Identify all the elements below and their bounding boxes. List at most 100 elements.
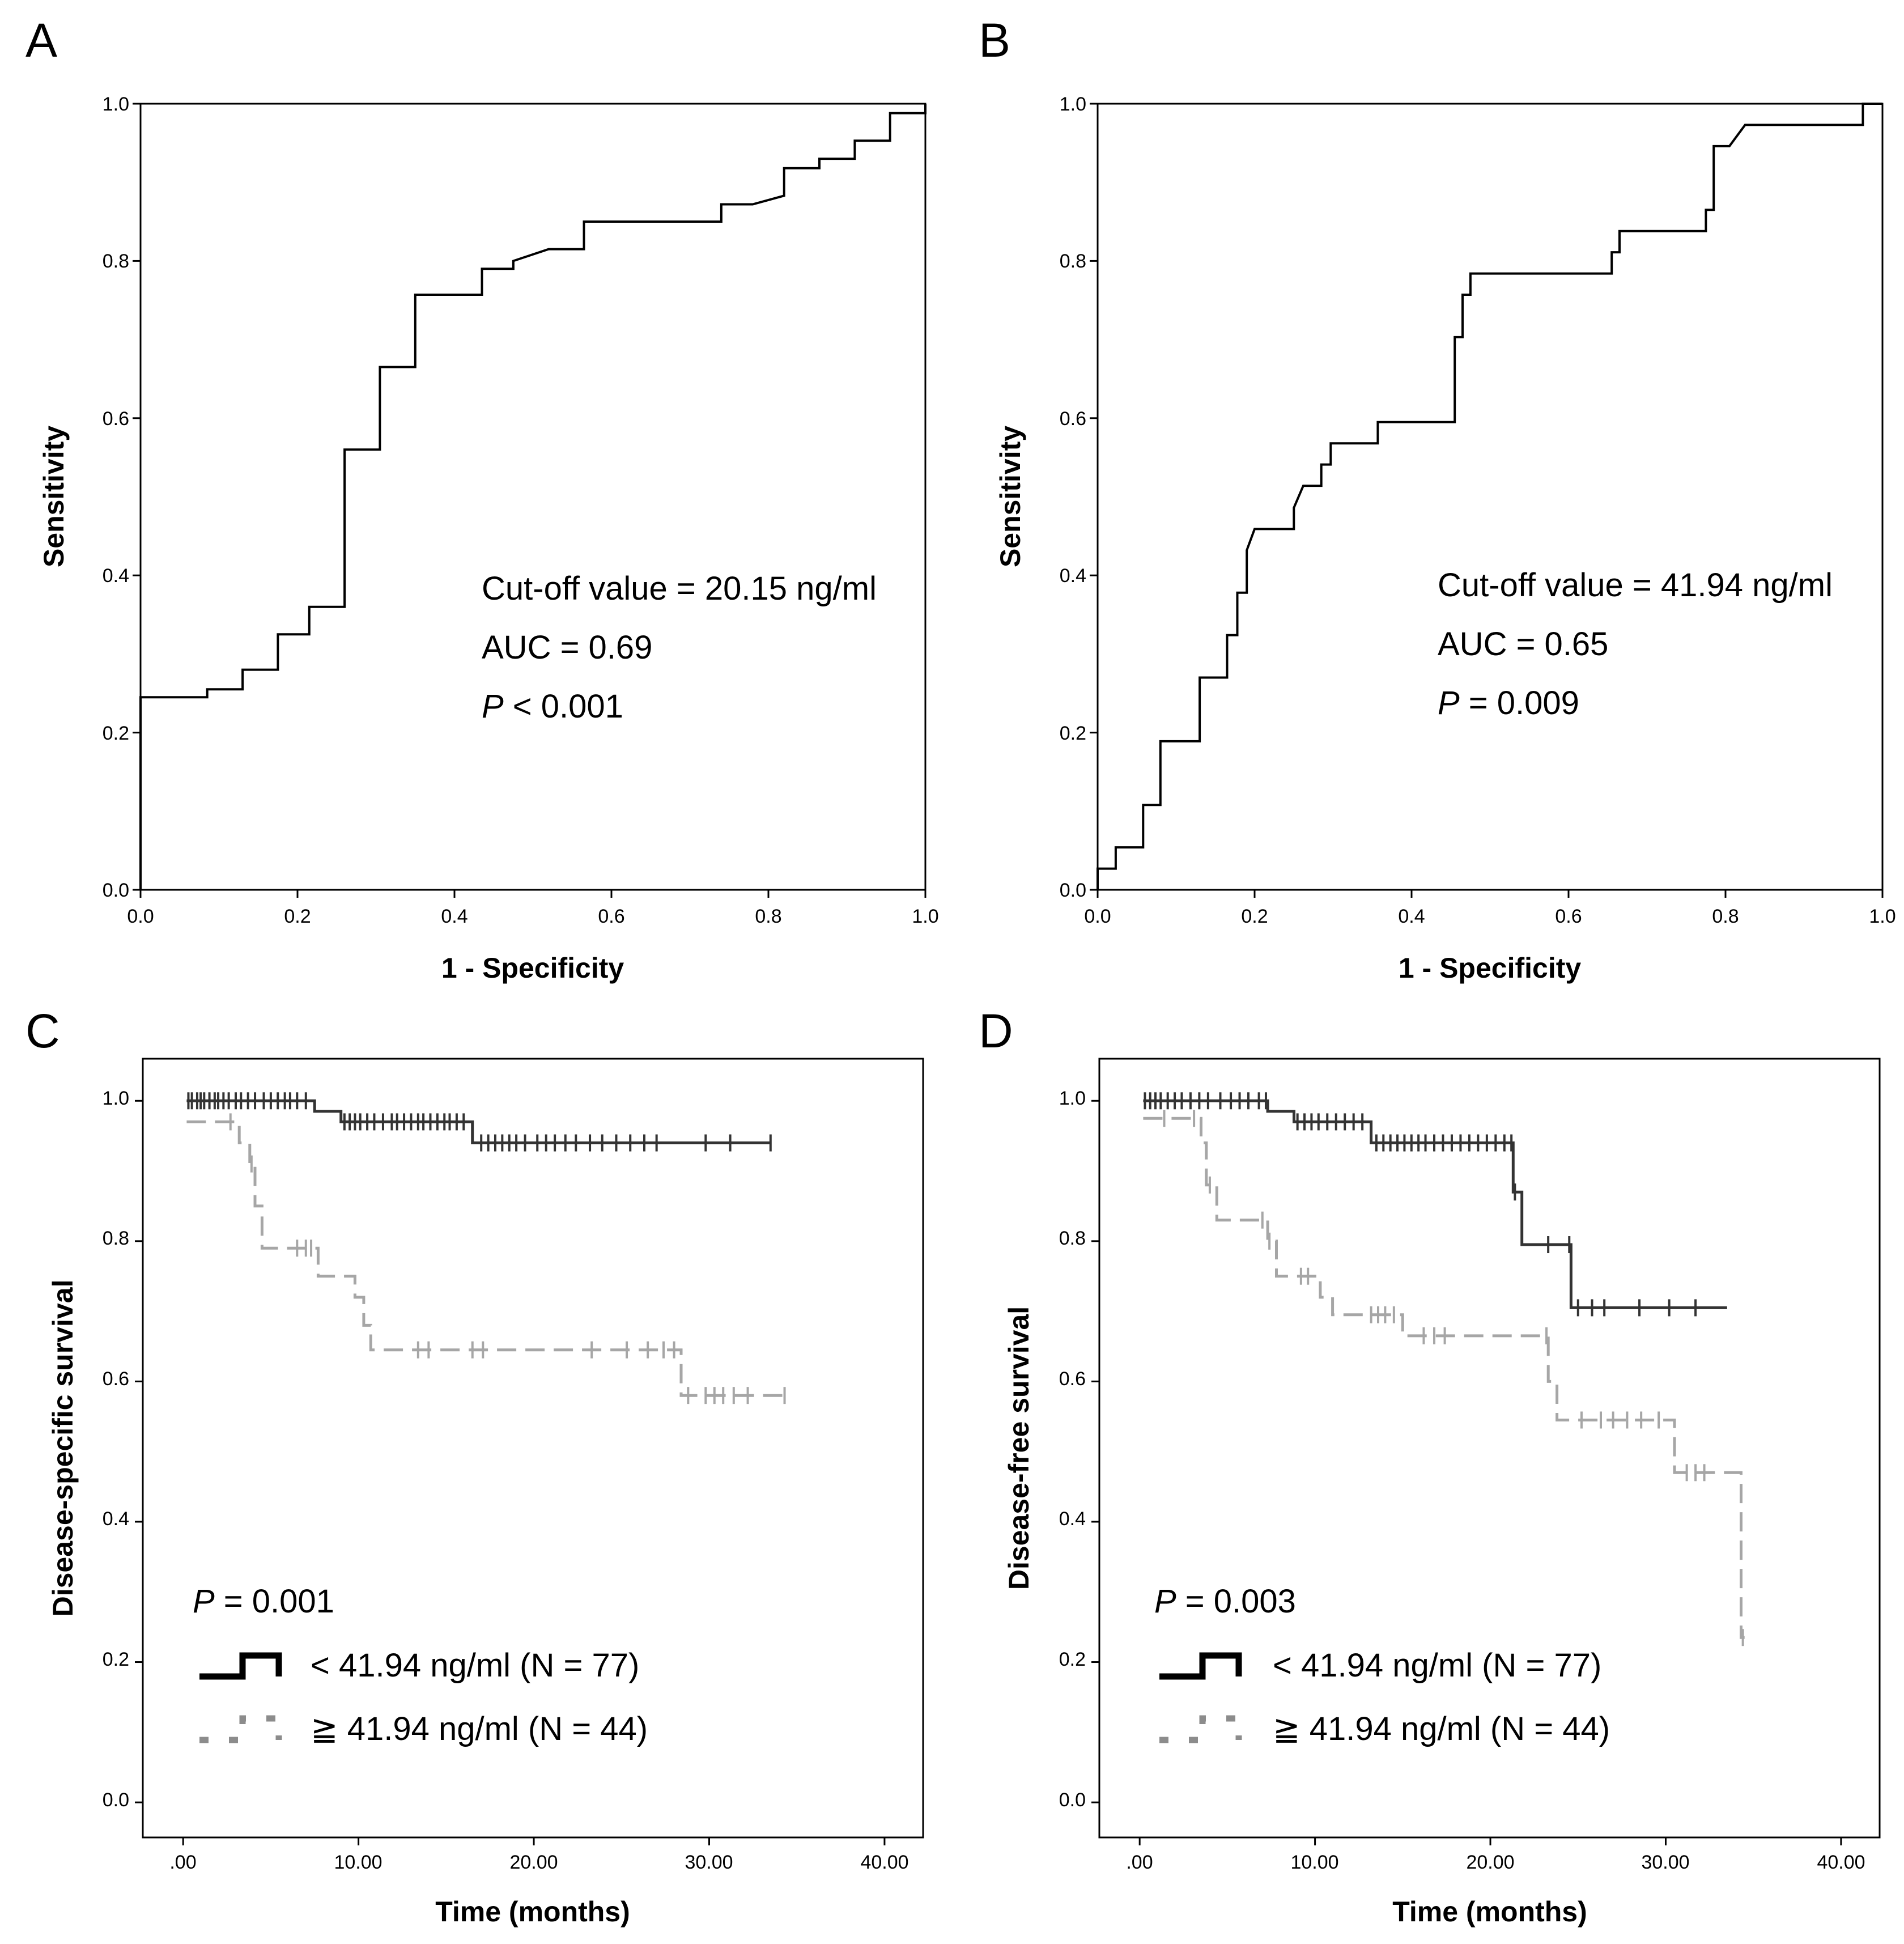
roc-curve: [1096, 103, 1882, 890]
x-axis-title: 1 - Specificity: [1399, 952, 1582, 984]
series-layer: [186, 1092, 788, 1404]
y-axis-title: Disease-free survival: [1003, 1306, 1035, 1590]
y-tick-label: 0.8: [1060, 251, 1086, 272]
panel-letter-c: C: [26, 1004, 60, 1058]
panel-b-roc: B 0.0 0.2 0.4 0.6 0.8 1.0 0.0 0.2 0.4 0.…: [979, 14, 1896, 984]
x-axis-title: Time (months): [435, 1896, 630, 1928]
p-value-text: = 0.001: [215, 1583, 334, 1620]
y-tick-label: 1.0: [103, 1088, 129, 1109]
y-tick-labels: 0.0 0.2 0.4 0.6 0.8 1.0: [1059, 1088, 1086, 1811]
y-tick-label: 0.8: [103, 1228, 129, 1249]
x-tick-label: 20.00: [509, 1852, 558, 1873]
y-tick-label: 0.2: [1060, 723, 1086, 744]
y-tick-label: 0.0: [103, 880, 129, 901]
x-tick-label: 0.2: [1241, 906, 1268, 927]
p-symbol: P: [1438, 685, 1460, 721]
y-tick-label: 1.0: [1060, 94, 1086, 115]
y-tick-label: 0.0: [1059, 1789, 1086, 1811]
y-tick-label: 0.2: [103, 1649, 129, 1670]
x-tick-label: 0.8: [755, 906, 781, 927]
panel-letter-a: A: [26, 14, 57, 67]
axis-ticks: [1091, 1100, 1842, 1845]
y-tick-label: 0.4: [103, 565, 129, 587]
p-value-annotation: P = 0.001: [193, 1583, 334, 1620]
y-tick-label: 1.0: [103, 94, 129, 115]
y-tick-label: 0.4: [1060, 565, 1086, 587]
plot-frame: [1098, 1058, 1881, 1839]
y-tick-label: 0.8: [103, 251, 129, 272]
survival-curve: [186, 1099, 771, 1144]
x-tick-labels: .00 10.00 20.00 30.00 40.00: [169, 1852, 908, 1873]
auc-annotation: AUC = 0.69: [482, 629, 652, 666]
x-tick-label: 20.00: [1466, 1852, 1514, 1873]
x-tick-labels: .00 10.00 20.00 30.00 40.00: [1126, 1852, 1865, 1873]
series-layer: [1143, 1092, 1745, 1646]
x-tick-label: 30.00: [685, 1852, 733, 1873]
legend: < 41.94 ng/ml (N = 77) ≧ 41.94 ng/ml (N …: [1159, 1647, 1610, 1747]
p-value-text: = 0.009: [1460, 685, 1579, 721]
plot-frame: [142, 1058, 924, 1839]
y-tick-label: 0.6: [103, 1368, 129, 1390]
y-tick-label: 0.6: [1059, 1368, 1086, 1390]
p-value-text: < 0.001: [504, 688, 623, 725]
y-tick-label: 0.4: [1059, 1508, 1086, 1530]
p-symbol: P: [482, 688, 504, 725]
cutoff-annotation: Cut-off value = 41.94 ng/ml: [1438, 567, 1833, 604]
y-tick-label: 0.2: [1059, 1649, 1086, 1670]
legend: < 41.94 ng/ml (N = 77) ≧ 41.94 ng/ml (N …: [199, 1647, 648, 1747]
roc-curve: [139, 104, 926, 890]
legend-label: < 41.94 ng/ml (N = 77): [1273, 1647, 1601, 1684]
x-tick-label: 0.8: [1712, 906, 1739, 927]
y-tick-label: 0.0: [1060, 880, 1086, 901]
x-axis-title: Time (months): [1392, 1896, 1587, 1928]
y-tick-label: 0.0: [103, 1789, 129, 1811]
axis-ticks: [1090, 103, 1884, 898]
y-tick-labels: 0.0 0.2 0.4 0.6 0.8 1.0: [103, 1088, 129, 1811]
legend-dashed-swatch: [199, 1715, 282, 1743]
y-tick-label: 0.2: [103, 723, 129, 744]
p-value-annotation: P = 0.003: [1154, 1583, 1296, 1620]
auc-annotation: AUC = 0.65: [1438, 626, 1608, 663]
x-tick-labels: 0.0 0.2 0.4 0.6 0.8 1.0: [1084, 906, 1896, 927]
p-value-text: = 0.003: [1176, 1583, 1296, 1620]
y-axis-title: Disease-specific survival: [47, 1280, 79, 1617]
x-tick-label: 0.4: [441, 906, 468, 927]
x-tick-label: 0.4: [1398, 906, 1425, 927]
x-tick-label: .00: [169, 1852, 196, 1873]
y-tick-labels: 0.0 0.2 0.4 0.6 0.8 1.0: [103, 94, 129, 901]
series-layer: [1096, 103, 1882, 890]
panel-letter-b: B: [979, 14, 1010, 67]
x-tick-label: 0.0: [1084, 906, 1111, 927]
p-symbol: P: [1154, 1583, 1176, 1620]
p-symbol: P: [193, 1583, 215, 1620]
survival-curve: [1143, 1117, 1745, 1639]
legend-solid-swatch: [1159, 1652, 1242, 1680]
x-tick-label: 40.00: [860, 1852, 908, 1873]
plot-frame: [1096, 103, 1884, 891]
y-axis-title: Sensitivity: [38, 426, 70, 567]
x-tick-label: 10.00: [334, 1852, 382, 1873]
y-tick-label: 0.6: [103, 408, 129, 430]
x-tick-label: 0.6: [598, 906, 624, 927]
survival-curve: [1143, 1099, 1727, 1309]
axis-ticks: [135, 1100, 886, 1845]
axis-ticks: [133, 103, 926, 898]
legend-label: < 41.94 ng/ml (N = 77): [311, 1647, 639, 1684]
x-tick-label: .00: [1126, 1852, 1153, 1873]
y-tick-label: 0.4: [103, 1508, 129, 1530]
cutoff-annotation: Cut-off value = 20.15 ng/ml: [482, 570, 877, 607]
panel-d-survival: D .00 10.00 20.00 30.00 40.00 0.0 0.2 0.…: [979, 1004, 1881, 1928]
x-tick-labels: 0.0 0.2 0.4 0.6 0.8 1.0: [127, 906, 938, 927]
series-layer: [139, 104, 926, 890]
p-value-annotation: P = 0.009: [1438, 685, 1579, 721]
legend-label: ≧ 41.94 ng/ml (N = 44): [1273, 1710, 1610, 1747]
panel-letter-d: D: [979, 1004, 1013, 1058]
y-tick-label: 0.8: [1059, 1228, 1086, 1249]
panel-c-survival: C .00 10.00 20.00 30.00 40.00 0.0 0.2 0.…: [26, 1004, 924, 1928]
x-tick-label: 40.00: [1817, 1852, 1865, 1873]
x-axis-title: 1 - Specificity: [441, 952, 624, 984]
legend-solid-swatch: [199, 1652, 282, 1680]
x-tick-label: 0.2: [284, 906, 311, 927]
plot-frame: [139, 103, 926, 891]
